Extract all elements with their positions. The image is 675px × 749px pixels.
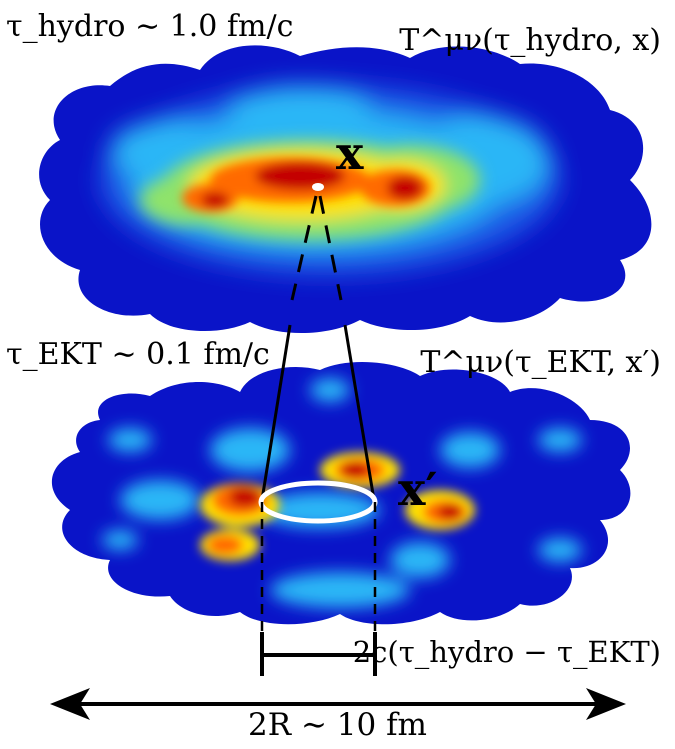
causal-width-label: 2c(τ_hydro − τ_EKT) xyxy=(352,635,661,669)
point-x-label: x xyxy=(336,126,364,180)
causal-cone xyxy=(260,195,376,501)
system-size-arrow xyxy=(50,688,626,720)
point-xprime-label: x′ xyxy=(398,462,438,516)
tau-ekt-label: τ_EKT ∼ 0.1 fm/c xyxy=(6,337,270,372)
tau-hydro-label: τ_hydro ∼ 1.0 fm/c xyxy=(6,9,294,44)
drop-lines xyxy=(260,502,377,640)
cone-right-solid-line xyxy=(343,324,376,501)
point-x-marker xyxy=(312,183,324,191)
causal-width-bracket xyxy=(260,632,377,676)
ekt-energy-density-blob xyxy=(51,362,631,625)
system-size-label: 2R ∼ 10 fm xyxy=(248,707,427,743)
hydro-energy-density-blob xyxy=(39,45,652,334)
cone-left-solid-line xyxy=(260,324,292,501)
t-hydro-label: T^μν(τ_hydro, x) xyxy=(399,23,661,58)
cone-left-dashed-line xyxy=(290,195,318,301)
arrow-left-head xyxy=(50,688,90,720)
cone-right-dashed-line xyxy=(318,195,343,301)
t-ekt-label: T^μν(τ_EKT, x′) xyxy=(420,345,661,380)
arrow-right-head xyxy=(586,688,626,720)
